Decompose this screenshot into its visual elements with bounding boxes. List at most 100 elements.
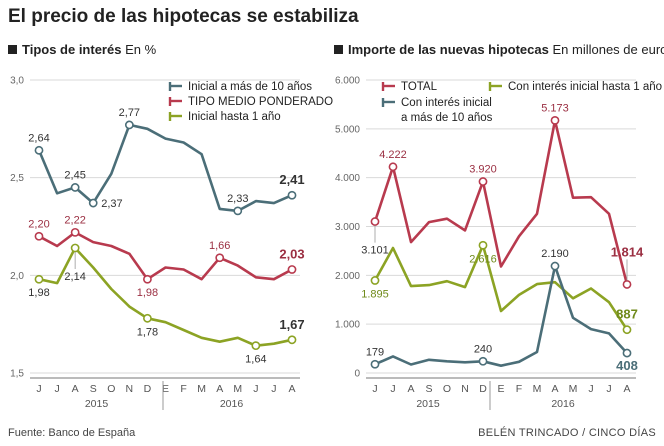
x-tick-label: J [36,383,41,395]
x-tick-label: N [461,383,469,395]
data-point-marker [124,120,134,130]
x-tick-label: N [126,383,134,395]
data-point-marker [550,115,560,125]
data-point-marker [370,276,380,285]
data-point-marker [388,162,398,172]
series-line [374,264,628,368]
legend-label: TIPO MEDIO PONDERADO [188,96,333,108]
square-bullet-icon [8,45,17,54]
data-point-marker [251,341,261,351]
year-label: 2015 [416,398,440,410]
x-tick-label: D [479,383,487,395]
data-label: 2.616 [469,253,497,265]
data-label: 2,64 [28,132,49,144]
x-tick-label: F [180,383,186,395]
left-chart-unit: En % [125,42,157,57]
y-tick-label: 6.000 [335,76,360,87]
x-tick-label: M [197,383,206,395]
right-chart-title: Importe de las nuevas hipotecas [348,42,549,57]
data-point-marker [478,356,488,366]
data-label: 2,20 [28,218,49,230]
data-label: 1,98 [28,287,49,299]
data-point-marker [34,145,44,155]
y-tick-label: 4.000 [335,173,360,184]
data-point-marker [287,265,297,274]
data-label: 5.173 [541,102,569,114]
data-point-marker [34,231,44,241]
x-tick-label: A [288,383,295,395]
x-tick-label: M [533,383,542,395]
x-tick-label: D [144,383,152,395]
data-point-marker [478,240,488,250]
data-label: 179 [366,346,384,358]
data-point-marker [143,313,152,323]
left-chart-title: Tipos de interés [22,42,122,57]
y-tick-label: 2,5 [10,173,24,184]
data-label: 3.920 [469,164,497,176]
data-point-marker [550,261,560,271]
right-chart-subtitle: Importe de las nuevas hipotecas En millo… [334,42,664,57]
data-label: 2,14 [64,271,85,283]
data-point-marker [143,274,152,284]
data-label: 1.814 [611,244,644,259]
x-tick-label: S [425,383,432,395]
data-point-marker [34,274,44,284]
series-line [373,244,629,331]
x-tick-label: J [54,383,59,395]
x-tick-label: J [588,383,593,395]
x-tick-label: J [606,383,611,395]
legend-label: Con interés inicial hasta 1 año [508,81,662,93]
data-point-marker [622,348,632,358]
data-point-marker [215,253,225,263]
y-tick-label: 3.000 [335,222,360,233]
data-point-marker [287,190,297,200]
credit-note: BELÉN TRINCADO / CINCO DÍAS [478,427,656,439]
y-tick-label: 5.000 [335,124,360,135]
square-bullet-icon [334,45,343,54]
page-title: El precio de las hipotecas se estabiliza [8,6,359,27]
y-tick-label: 3,0 [10,76,24,87]
y-tick-label: 2,0 [10,271,24,282]
data-label: 3.101 [361,245,389,257]
right-chart-unit: En millones de euros [552,42,664,57]
y-tick-label: 1,5 [10,369,24,380]
year-label: 2016 [220,398,244,410]
series-line [38,231,293,281]
x-tick-label: E [497,383,504,395]
x-tick-label: M [569,383,578,395]
x-tick-label: A [216,383,223,395]
data-point-marker [478,177,488,186]
legend-label: Inicial hasta 1 año [188,111,281,123]
data-label: 1.895 [361,288,389,300]
data-point-marker [370,359,380,369]
data-point-marker [622,325,632,335]
data-point-marker [370,217,380,226]
y-tick-label: 1.000 [335,320,360,331]
source-note: Fuente: Banco de España [8,427,136,439]
data-label: 1,64 [245,354,266,366]
data-label: 4.222 [379,149,407,161]
x-tick-label: S [90,383,97,395]
data-label: 240 [474,343,492,355]
data-point-marker [70,243,80,253]
x-tick-label: O [443,383,451,395]
legend-label: TOTAL [401,81,438,93]
data-label: 887 [616,307,638,322]
year-label: 2016 [551,398,575,410]
data-point-marker [70,227,80,237]
data-label: 2,33 [227,193,248,205]
data-label: 1,67 [279,317,304,332]
series-line [37,123,293,213]
data-label: 2,41 [279,172,304,187]
x-tick-label: F [516,383,522,395]
data-point-marker [287,335,297,345]
data-point-marker [622,280,632,289]
x-tick-label: J [253,383,258,395]
x-tick-label: A [407,383,414,395]
legend-label: Con interés inicial a más de 10 años [401,97,493,124]
data-label: 2,22 [64,214,85,226]
series-line [373,119,629,285]
